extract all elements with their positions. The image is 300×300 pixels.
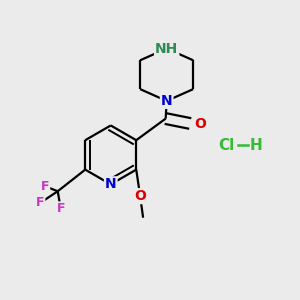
Text: H: H xyxy=(250,138,263,153)
Text: N: N xyxy=(161,94,172,108)
Text: F: F xyxy=(56,202,65,215)
Text: N: N xyxy=(105,177,117,191)
Text: F: F xyxy=(41,180,49,193)
Text: F: F xyxy=(36,196,44,209)
Text: NH: NH xyxy=(155,41,178,56)
Text: O: O xyxy=(194,116,206,130)
Text: Cl: Cl xyxy=(219,138,235,153)
Text: O: O xyxy=(134,189,146,203)
